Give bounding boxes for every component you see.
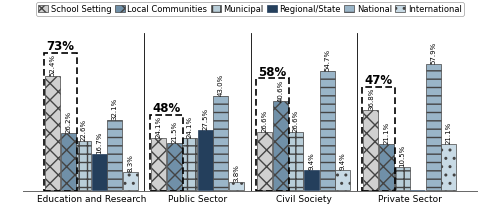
Bar [364, 110, 378, 190]
Text: 32.1%: 32.1% [112, 97, 118, 120]
Bar [394, 167, 409, 190]
Text: 21.1%: 21.1% [446, 121, 452, 144]
Bar [335, 170, 350, 190]
Bar [320, 71, 334, 190]
Text: 24.1%: 24.1% [187, 115, 193, 137]
Bar [107, 121, 122, 190]
Text: 16.7%: 16.7% [96, 131, 102, 153]
Text: 9.4%: 9.4% [308, 151, 314, 169]
Text: 8.3%: 8.3% [128, 154, 134, 171]
Text: 21.1%: 21.1% [384, 121, 390, 144]
Bar [257, 132, 272, 190]
Bar [426, 64, 441, 190]
Text: 26.2%: 26.2% [65, 110, 71, 132]
Text: 9.4%: 9.4% [340, 151, 345, 169]
Bar [379, 144, 394, 190]
Bar [198, 130, 213, 190]
Text: 43.0%: 43.0% [218, 74, 224, 96]
Text: 40.6%: 40.6% [278, 79, 283, 101]
Text: 47%: 47% [364, 74, 393, 87]
Text: 10.5%: 10.5% [399, 145, 405, 167]
Text: 21.5%: 21.5% [171, 121, 177, 143]
Bar [166, 144, 182, 190]
Text: 22.6%: 22.6% [80, 118, 86, 140]
Bar [123, 172, 138, 190]
Bar [229, 182, 244, 190]
Bar [45, 76, 60, 190]
Bar [288, 132, 304, 190]
Bar [76, 141, 91, 190]
Text: 26.6%: 26.6% [293, 109, 299, 132]
Text: 27.5%: 27.5% [202, 108, 208, 130]
Text: 58%: 58% [258, 66, 286, 78]
Bar [214, 97, 228, 190]
Text: 73%: 73% [46, 40, 74, 53]
Text: 54.7%: 54.7% [324, 48, 330, 70]
Bar [304, 170, 319, 190]
Bar [60, 133, 76, 190]
Text: 24.1%: 24.1% [156, 115, 162, 137]
Bar [92, 154, 107, 190]
Text: 3.8%: 3.8% [234, 164, 239, 181]
Bar [182, 138, 198, 190]
Text: 36.8%: 36.8% [368, 87, 374, 109]
Text: 48%: 48% [152, 101, 180, 114]
Text: 52.4%: 52.4% [50, 54, 56, 75]
Bar [273, 102, 288, 190]
Bar [441, 144, 456, 190]
Legend: School Setting, Local Communities, Municipal, Regional/State, National, Internat: School Setting, Local Communities, Munic… [36, 3, 464, 17]
Text: 26.6%: 26.6% [262, 109, 268, 132]
Text: 57.9%: 57.9% [430, 41, 436, 63]
Bar [151, 138, 166, 190]
